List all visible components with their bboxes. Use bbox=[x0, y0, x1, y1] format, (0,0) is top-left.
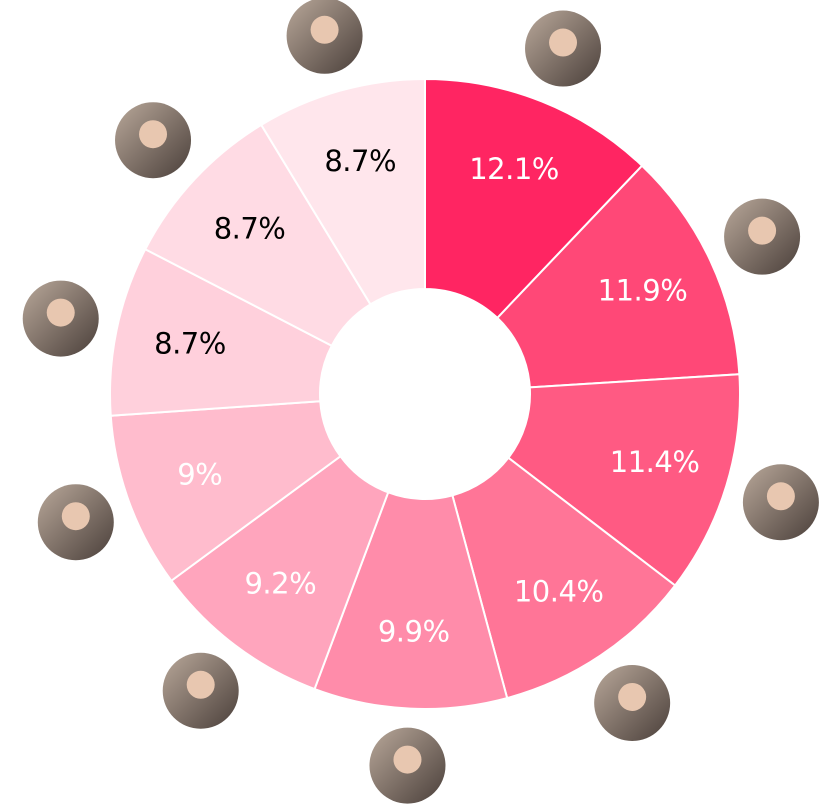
slice-label: 11.4% bbox=[610, 445, 700, 479]
avatar-head bbox=[393, 745, 422, 774]
avatars bbox=[22, 0, 819, 804]
avatar-head bbox=[766, 482, 795, 511]
slice bbox=[313, 491, 509, 710]
slice-label: 9.2% bbox=[244, 566, 316, 600]
slice-label: 10.4% bbox=[514, 574, 604, 608]
slice-label: 8.7% bbox=[214, 211, 286, 245]
slice-label: 11.9% bbox=[598, 273, 688, 307]
slice bbox=[451, 456, 677, 700]
slice bbox=[109, 247, 334, 417]
slice bbox=[143, 123, 372, 348]
avatar-head bbox=[618, 682, 647, 711]
slice-label: 8.7% bbox=[324, 144, 396, 178]
slice-label: 9% bbox=[177, 458, 222, 492]
avatar-head bbox=[46, 298, 75, 327]
avatar-head bbox=[549, 28, 578, 57]
slice-label: 9.9% bbox=[378, 615, 450, 649]
slice bbox=[506, 373, 741, 587]
slice bbox=[495, 164, 741, 389]
slice bbox=[109, 400, 342, 583]
avatar-head bbox=[748, 216, 777, 245]
slices: 12.1% 11.9% 11.4% 10.4% 9.9% 9.2% 9% 8.7% 8.7% 8.… bbox=[109, 77, 741, 710]
slice-label: 12.1% bbox=[469, 152, 559, 186]
slice bbox=[169, 454, 390, 691]
slice bbox=[259, 77, 426, 306]
avatar-head bbox=[310, 15, 339, 44]
avatar-head bbox=[61, 502, 90, 531]
avatar-head bbox=[186, 670, 215, 699]
slice bbox=[424, 77, 644, 320]
slice-label: 8.7% bbox=[154, 326, 226, 360]
avatar-head bbox=[139, 120, 168, 149]
